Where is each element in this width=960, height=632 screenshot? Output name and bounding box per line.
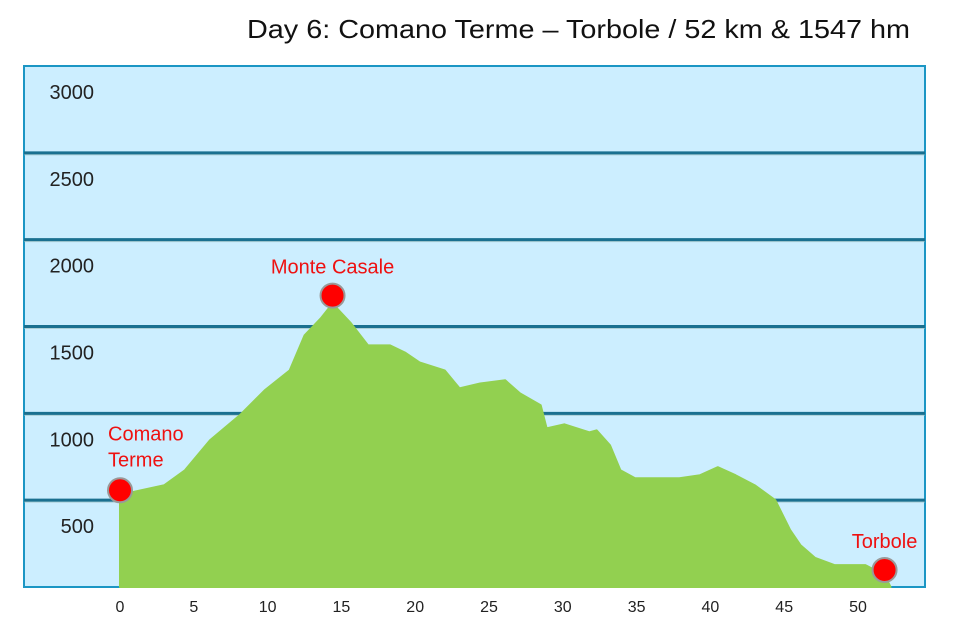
location-label: Terme [108,449,164,471]
location-label: Comano [108,423,184,445]
location-label: Monte Casale [271,257,394,279]
location-marker [871,556,898,583]
x-tick-label: 20 [406,599,424,616]
elevation-area [119,302,892,588]
grid-band [23,151,926,241]
y-tick-label: 2000 [50,256,95,278]
y-tick-label: 3000 [50,82,95,104]
location-marker [107,477,133,504]
x-tick-label: 25 [480,599,498,616]
x-tick-label: 15 [333,599,351,616]
y-tick-label: 1500 [50,343,95,365]
y-tick-label: 2500 [50,169,95,191]
y-tick-label: 500 [61,516,94,538]
y-axis-ticks: 500 1000 1500 2000 2500 3000 [50,82,95,538]
x-tick-label: 10 [259,599,277,616]
x-tick-label: 45 [775,599,793,616]
x-tick-label: 50 [849,599,867,616]
x-tick-label: 0 [116,599,125,616]
x-tick-label: 40 [702,599,720,616]
elevation-profile [119,302,892,588]
location-label: Torbole [852,531,918,553]
chart-title: Day 6: Comano Terme – Torbole / 52 km & … [247,14,910,44]
grid-band [23,65,926,154]
x-axis-ticks: 0 5 10 15 20 25 30 35 40 45 50 [116,599,867,616]
x-tick-label: 35 [628,599,646,616]
location-marker [319,282,346,309]
x-tick-label: 5 [189,599,198,616]
y-tick-label: 1000 [50,429,95,451]
x-tick-label: 30 [554,599,572,616]
annotations: Comano Terme Monte Casale Torbole [107,257,918,583]
grid-band [23,238,926,328]
